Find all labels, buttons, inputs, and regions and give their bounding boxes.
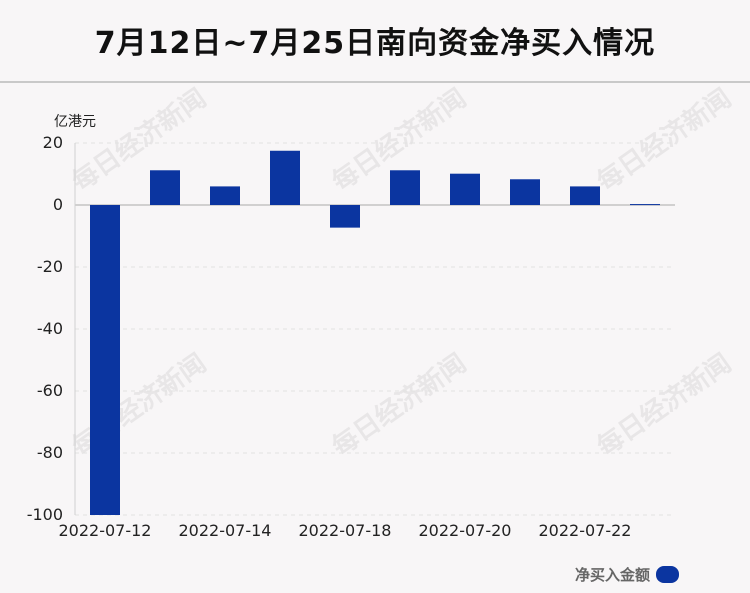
bars (90, 150, 660, 515)
bar-2022-07-22 (570, 186, 600, 205)
legend-label: 净买入金额 (575, 565, 651, 584)
bar-2022-07-19 (390, 170, 420, 205)
y-tick-label: 0 (53, 195, 63, 214)
x-tick-label: 2022-07-12 (59, 521, 152, 540)
bar-2022-07-18 (330, 205, 360, 228)
y-tick-label: -100 (27, 505, 63, 524)
x-tick-label: 2022-07-22 (539, 521, 632, 540)
legend: 净买入金额 (575, 563, 680, 585)
y-tick-label: 20 (43, 133, 63, 152)
y-tick-label: -80 (37, 443, 63, 462)
bar-2022-07-21 (510, 179, 540, 205)
bar-2022-07-20 (450, 173, 480, 205)
bar-2022-07-25 (630, 204, 660, 206)
bar-2022-07-13 (150, 170, 180, 205)
x-tick-label: 2022-07-20 (419, 521, 512, 540)
y-tick-label: -20 (37, 257, 63, 276)
legend-swatch (656, 565, 680, 583)
chart-title: 7月12日~7月25日南向资金净买入情况 (94, 26, 656, 61)
y-tick-label: -40 (37, 319, 63, 338)
bar-2022-07-14 (210, 186, 240, 205)
y-axis: 20 0 -20 -40 -60 -80 -100 (27, 133, 76, 524)
bar-2022-07-15 (270, 150, 300, 205)
x-tick-label: 2022-07-18 (299, 521, 392, 540)
y-tick-label: -60 (37, 381, 63, 400)
y-unit-label: 亿港元 (54, 114, 96, 130)
bar-2022-07-12 (90, 205, 120, 515)
title-divider (0, 81, 750, 83)
x-axis: 2022-07-12 2022-07-14 2022-07-18 2022-07-20… (59, 521, 632, 540)
x-tick-label: 2022-07-14 (179, 521, 272, 540)
